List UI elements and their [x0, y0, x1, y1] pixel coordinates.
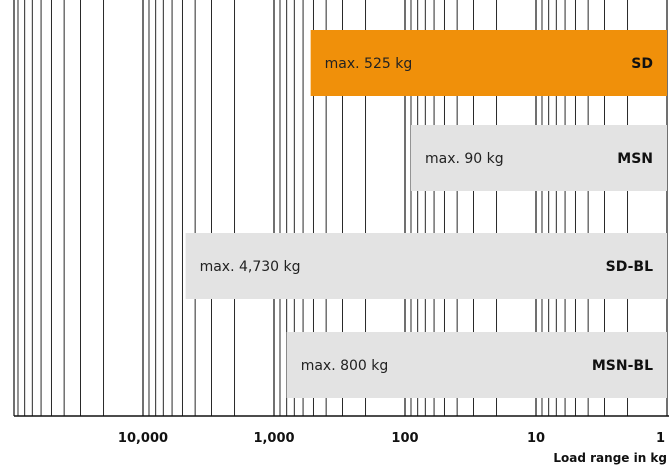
bar-category-label: SD: [631, 56, 653, 72]
bar: [410, 125, 667, 191]
x-axis-title: Load range in kg: [553, 451, 667, 465]
bar-group: max. 4,730 kg SD-BL: [185, 233, 667, 299]
bar: [185, 233, 667, 299]
bar-category-label: MSN: [617, 151, 653, 167]
bar-value-label: max. 800 kg: [301, 358, 389, 374]
bar-category-label: MSN-BL: [592, 358, 653, 374]
bar-group: max. 800 kg MSN-BL: [286, 332, 667, 398]
bar-value-label: max. 525 kg: [325, 56, 413, 72]
bar-group: max. 525 kg SD: [310, 30, 667, 96]
bar-value-label: max. 4,730 kg: [200, 259, 301, 275]
x-tick-label: 1,000: [253, 431, 294, 446]
bar: [310, 30, 667, 96]
x-tick-label: 10: [527, 431, 545, 446]
x-tick-labels: 10,000 1,000 100 10 1: [118, 431, 665, 446]
bar: [286, 332, 667, 398]
x-tick-label: 1: [656, 431, 665, 446]
x-tick-label: 100: [391, 431, 418, 446]
bar-group: max. 90 kg MSN: [410, 125, 667, 191]
bars: max. 525 kg SD max. 90 kg MSN max. 4,730 kg S…: [185, 30, 667, 398]
bar-category-label: SD-BL: [606, 259, 653, 275]
x-tick-label: 10,000: [118, 431, 168, 446]
bar-value-label: max. 90 kg: [425, 151, 504, 167]
